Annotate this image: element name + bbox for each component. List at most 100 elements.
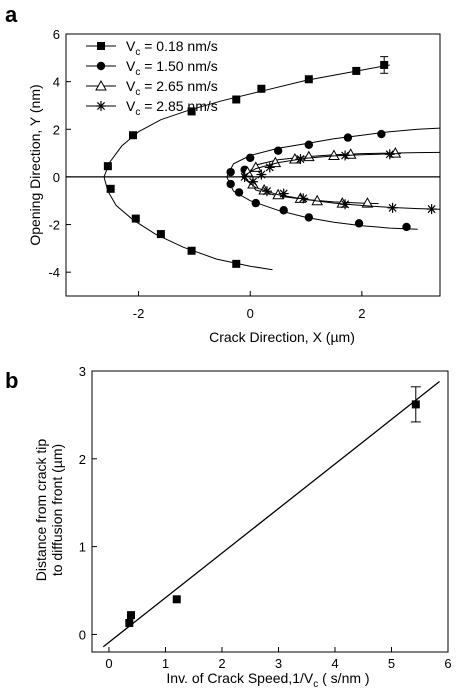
panel-a-plot-layer: -2 0 2 -4 -2 0 2 4 6 xyxy=(48,27,441,321)
panel-a-series-1-point xyxy=(352,66,361,75)
panel-a-series-4-point xyxy=(298,193,309,204)
panel-a-y-tick-label: 6 xyxy=(53,27,60,42)
panel-b-y-axis-title-close: ) xyxy=(49,444,65,449)
panel-b-y-tick-label: 2 xyxy=(79,452,86,467)
panel-a-series-2-point xyxy=(246,153,255,163)
panel-b-plot-frame xyxy=(91,370,449,653)
panel-a: a -2 0 2 -4 -2 0 2 4 6 Vc = 0.18 nm/sVc = 1.50 n… xyxy=(5,2,441,345)
panel-a-series-1-point xyxy=(187,246,196,255)
panel-b-y-axis-title-line2: to diffusion front (µm) xyxy=(49,444,65,576)
panel-b-fit-line xyxy=(102,381,440,648)
panel-b-y-tick-label: 1 xyxy=(79,540,86,555)
panel-a-series-2-point xyxy=(279,206,288,215)
panel-a-series-4-point xyxy=(261,186,272,197)
panel-a-series-1-point xyxy=(187,107,196,116)
panel-a-series-1-point xyxy=(304,75,313,84)
panel-b-point xyxy=(125,619,134,628)
panel-a-x-tick-label: -2 xyxy=(133,306,145,321)
panel-a-x-axis-title: Crack Direction, X (µm) xyxy=(209,329,355,345)
panel-a-series-1-point xyxy=(131,214,140,223)
panel-a-series-1-point xyxy=(128,131,137,140)
panel-a-series-2-point xyxy=(273,146,283,155)
panel-a-series-2-point xyxy=(304,140,314,149)
panel-a-series-4-point xyxy=(248,176,258,187)
panel-a-legend: Vc = 0.18 nm/sVc = 1.50 nm/sVc = 2.65 nm… xyxy=(86,38,218,118)
panel-b-x-tick-label: 3 xyxy=(275,656,282,671)
panel-a-series-1-point xyxy=(232,259,241,268)
panel-a-legend-marker xyxy=(96,61,106,71)
panel-a-series-1-point xyxy=(156,230,165,239)
panel-a-series-1-point xyxy=(257,84,266,93)
panel-a-series-3-point xyxy=(249,161,262,172)
panel-a-series-4-point xyxy=(256,169,267,180)
panel-a-label: a xyxy=(5,2,18,27)
panel-a-legend-label: Vc = 1.50 nm/s xyxy=(126,58,218,78)
panel-a-series-2-point xyxy=(226,179,235,189)
panel-a-legend-marker xyxy=(95,79,107,91)
panel-b: b 0 1 2 3 4 5 6 0 1 2 3 Inv. of Crack Speed,1/Vc (… xyxy=(5,364,452,690)
panel-b-plot-layer: 0 1 2 3 4 5 6 0 1 2 3 xyxy=(79,364,452,671)
panel-a-series-4-point xyxy=(387,202,398,213)
panel-b-y-axis-title-line1: Distance from crack tip xyxy=(33,439,49,582)
panel-b-x-tick-label: 4 xyxy=(331,656,338,671)
panel-a-y-tick-label: 2 xyxy=(53,122,60,137)
panel-a-series-4-point xyxy=(384,149,395,160)
panel-a-series-4-point xyxy=(278,188,289,199)
panel-a-series-1-point xyxy=(103,162,112,171)
panel-a-y-tick-label: -4 xyxy=(48,265,60,280)
panel-a-series-4-point xyxy=(340,199,351,210)
panel-a-series-4-point xyxy=(295,154,306,165)
panel-a-series-4-point xyxy=(264,162,275,173)
panel-b-x-tick-label: 6 xyxy=(444,656,451,671)
panel-a-series-4-point xyxy=(340,150,351,161)
panel-a-series-2-point xyxy=(343,133,353,142)
panel-a-series-3-point xyxy=(361,197,374,208)
panel-a-x-axis-title-main: Crack Direction, X ( xyxy=(209,329,331,345)
panel-b-y-axis-title-unit: µm xyxy=(49,449,65,469)
panel-b-y-tick-label: 3 xyxy=(79,364,86,379)
panel-a-x-axis-title-close: ) xyxy=(350,329,355,345)
panel-a-legend-marker xyxy=(96,101,106,111)
panel-b-x-tick-label: 5 xyxy=(388,656,395,671)
panel-a-series-2-fit-curve xyxy=(226,127,441,178)
panel-b-point xyxy=(411,400,420,409)
panel-a-series-3-point xyxy=(328,149,340,160)
panel-a-legend-label: Vc = 2.85 nm/s xyxy=(126,98,218,118)
panel-a-plot-frame xyxy=(65,33,441,297)
panel-a-x-tick-label: 2 xyxy=(358,306,365,321)
panel-b-x-tick-label: 0 xyxy=(105,656,112,671)
panel-a-series-2-point xyxy=(226,167,235,177)
panel-a-series-1-fit-curve xyxy=(103,176,273,271)
panel-a-x-axis-title-unit: µm xyxy=(330,329,350,345)
panel-b-x-axis-title-sub: c xyxy=(313,679,318,690)
panel-a-y-axis-title: Opening Direction, Y (nm) xyxy=(27,84,43,245)
panel-a-series-1-point xyxy=(232,95,241,104)
panel-a-y-tick-label: 4 xyxy=(53,75,60,90)
panel-a-series-2-point xyxy=(402,222,411,232)
panel-b-x-axis-title-close: ( s/nm ) xyxy=(318,670,369,686)
panel-a-legend-marker xyxy=(97,42,105,50)
panel-a-series-4-point xyxy=(239,171,250,182)
panel-a-series-4-fit-curve xyxy=(241,153,401,178)
panel-a-series-1-point xyxy=(106,184,115,193)
panel-b-label: b xyxy=(5,368,18,393)
panel-a-series-2-point xyxy=(304,213,314,222)
panel-a-series-1-point xyxy=(380,60,389,69)
panel-b-x-tick-label: 2 xyxy=(218,656,225,671)
panel-b-y-tick-label: 0 xyxy=(79,627,86,642)
panel-a-series-2-point xyxy=(377,129,386,139)
panel-a-series-4-point xyxy=(426,204,437,215)
panel-a-y-tick-label: -2 xyxy=(48,218,60,233)
panel-b-point xyxy=(126,611,135,620)
panel-a-legend-label: Vc = 0.18 nm/s xyxy=(126,38,218,58)
panel-b-point xyxy=(172,595,181,604)
panel-b-y-axis-title-line2-main: to diffusion front ( xyxy=(49,468,65,576)
panel-a-legend-label: Vc = 2.65 nm/s xyxy=(126,78,218,98)
panel-b-x-axis-title-main: Inv. of Crack Speed,1/V xyxy=(166,670,313,686)
panel-a-x-tick-label: 0 xyxy=(247,306,254,321)
panel-b-x-axis-title: Inv. of Crack Speed,1/Vc ( s/nm ) xyxy=(166,670,369,690)
panel-a-series-2-point xyxy=(251,198,260,208)
panel-a-series-4-fit-curve xyxy=(241,176,441,210)
panel-a-y-tick-label: 0 xyxy=(53,170,60,185)
